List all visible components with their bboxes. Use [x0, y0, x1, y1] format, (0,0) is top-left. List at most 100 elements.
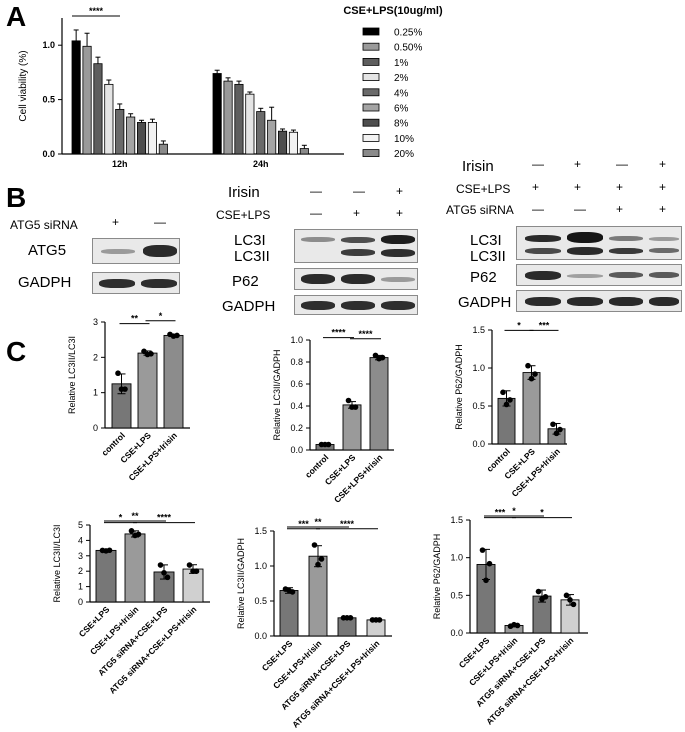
data-point: [115, 370, 121, 377]
bar: [136, 122, 147, 155]
y-tick-label: 1.0: [472, 363, 485, 373]
bar: [163, 334, 184, 429]
bar: [126, 116, 136, 155]
y-tick-label: 2: [93, 352, 98, 362]
legend-label: 2%: [394, 73, 409, 84]
atg5-sign-right-3: +: [616, 202, 624, 216]
blot-gadph-left: [92, 272, 180, 294]
legend-swatch: [362, 58, 380, 66]
bar: [267, 119, 277, 155]
bar: [342, 404, 362, 451]
irisin-sign-right-4: +: [659, 157, 667, 171]
y-tick-label: 1.5: [254, 526, 267, 536]
band: [101, 249, 135, 254]
x-tick-label: CSE+LPS+Irisin: [467, 635, 520, 688]
bar: [256, 111, 266, 155]
blot-lc3-right: [516, 226, 682, 260]
legend-swatch: [362, 88, 380, 97]
band: [141, 279, 177, 288]
legend-label: 0.50%: [394, 43, 422, 54]
bar: [93, 63, 103, 155]
band: [301, 237, 335, 242]
irisin-sign-mid-2: —: [353, 184, 365, 198]
y-tick-label: 5: [78, 520, 83, 530]
data-point: [345, 397, 352, 404]
cse-lps-sign-mid-1: —: [310, 206, 322, 220]
legend-label: 0.25%: [394, 28, 422, 39]
band: [525, 248, 561, 254]
bar: [223, 80, 233, 155]
irisin-label-mid: Irisin: [228, 184, 260, 201]
data-point: [550, 421, 556, 428]
data-point: [190, 568, 196, 574]
y-tick-label: 0: [78, 597, 83, 607]
atg5-sign-right-2: —: [574, 202, 586, 216]
atg5-sign-right-1: —: [532, 202, 544, 216]
legend-swatch: [362, 118, 380, 127]
band: [567, 297, 603, 306]
x-tick-label: CSE+LPS+Irisin: [332, 452, 385, 505]
band: [381, 235, 415, 244]
chart-title: CSE+LPS(10ug/ml): [343, 5, 443, 17]
significance-label: ****: [331, 328, 346, 338]
data-point: [528, 375, 535, 382]
legend-label: 10%: [394, 134, 414, 145]
y-tick-label: 1.0: [450, 553, 463, 563]
row-label-lc3ii-right: LC3II: [470, 248, 506, 265]
significance-label: ***: [495, 508, 506, 518]
y-tick-label: 1.0: [254, 561, 267, 571]
legend-label: 6%: [394, 104, 409, 115]
bar: [245, 93, 255, 155]
bar: [82, 45, 92, 155]
y-tick-label: 0.4: [290, 401, 303, 411]
significance-label: ****: [358, 329, 373, 339]
row-label-gadph: GADPH: [18, 274, 72, 291]
y-tick-label: 2: [78, 566, 83, 576]
band: [649, 272, 679, 278]
data-point: [532, 371, 538, 377]
cse-lps-sign-right-1: +: [532, 180, 540, 194]
legend-swatch: [362, 133, 380, 142]
band: [649, 248, 679, 253]
y-tick-label: 0.0: [290, 445, 303, 455]
significance-label: **: [314, 517, 322, 527]
legend-swatch: [362, 42, 380, 51]
data-point: [503, 401, 510, 408]
data-point: [486, 560, 493, 567]
legend-label: 4%: [394, 88, 409, 99]
data-point: [507, 397, 513, 403]
x-tick-label: CSE+LPS+Irisin: [126, 430, 179, 483]
y-axis-label: Relative LC3II/LC3I: [52, 524, 62, 602]
legend-swatch: [362, 73, 380, 81]
y-tick-label: 3: [93, 317, 98, 327]
panel-label-a: A: [6, 1, 27, 32]
data-point: [483, 577, 489, 584]
data-point: [535, 588, 542, 595]
row-label-lc3i-mid: LC3I: [234, 232, 266, 249]
significance-label: *: [119, 513, 123, 523]
data-point: [322, 441, 328, 448]
y-tick-label: 0.0: [450, 628, 463, 638]
data-point: [500, 389, 506, 396]
irisin-sign-mid-3: +: [396, 184, 404, 198]
atg5-sirna-label: ATG5 siRNA: [10, 218, 78, 232]
data-point: [186, 562, 193, 568]
band: [649, 297, 679, 306]
bar: [124, 533, 146, 603]
significance-label: ****: [89, 6, 104, 16]
significance-label: *: [159, 311, 163, 321]
panel-label-b: B: [6, 182, 27, 213]
y-tick-label: 1.5: [450, 515, 463, 525]
band: [609, 272, 643, 278]
band: [341, 249, 375, 256]
y-tick-label: 1.0: [42, 40, 55, 50]
significance-label: **: [131, 314, 139, 324]
y-axis-label: Relative P62/GADPH: [454, 344, 464, 430]
data-point: [553, 430, 560, 437]
data-point: [539, 596, 545, 602]
data-point: [164, 574, 171, 581]
significance-label: *: [512, 506, 516, 516]
y-tick-label: 1: [93, 388, 98, 398]
band: [341, 237, 375, 243]
